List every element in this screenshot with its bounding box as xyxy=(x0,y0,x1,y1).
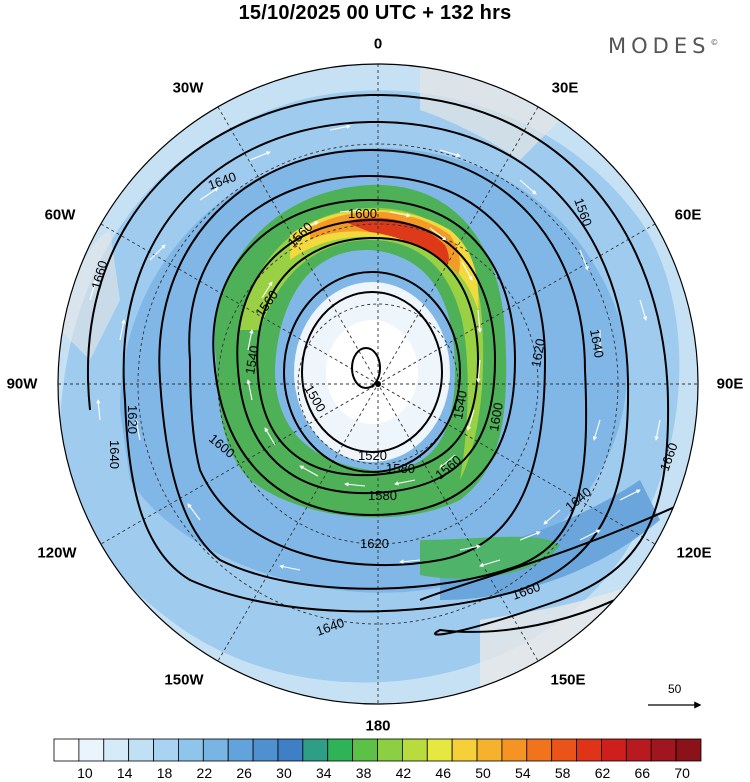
colorbar-swatch xyxy=(103,738,130,762)
colorbar-swatch xyxy=(227,738,254,762)
colorbar-tick-label: 26 xyxy=(236,765,252,781)
lon-label-0: 0 xyxy=(373,35,383,53)
lon-label-30e: 30E xyxy=(551,79,579,97)
colorbar-swatch xyxy=(625,738,652,762)
contour-label: 1660 xyxy=(88,259,110,291)
colorbar-swatch xyxy=(650,738,677,762)
colorbar-tick-label: 54 xyxy=(515,765,531,781)
contour-label: 1620 xyxy=(360,536,389,551)
lon-label-120w: 120W xyxy=(37,544,77,562)
colorbar-swatch xyxy=(352,738,378,762)
contour-label: 1640 xyxy=(107,440,122,469)
colorbar-tick-label: 34 xyxy=(315,765,332,781)
colorbar-swatch xyxy=(675,738,702,762)
contour-label: 1620 xyxy=(125,405,140,434)
colorbar-tick-label: 66 xyxy=(634,765,651,781)
colorbar-tick-label: 30 xyxy=(276,765,292,781)
colorbar-swatch xyxy=(426,738,453,762)
modes-logo: MODES© xyxy=(608,34,719,58)
colorbar-tick-label: 42 xyxy=(395,765,412,781)
lon-label-150e: 150E xyxy=(550,671,586,689)
colorbar-swatch xyxy=(377,738,403,762)
colorbar-tick-label: 18 xyxy=(156,765,173,781)
lon-label-120e: 120E xyxy=(676,544,712,562)
map-boundary xyxy=(57,63,699,705)
contour-label: 1620 xyxy=(528,337,548,368)
colorbar-swatch xyxy=(401,738,428,762)
colorbar-tick-label: 46 xyxy=(435,765,452,781)
colorbar-tick-label: 38 xyxy=(355,765,372,781)
colorbar-swatch xyxy=(327,738,354,762)
reference-vector-label: 50 xyxy=(668,682,682,696)
colorbar-swatch xyxy=(302,738,329,762)
contour-label: 1540 xyxy=(450,389,470,420)
colorbar-swatch xyxy=(78,738,105,762)
map-disk: 1600 1560 1560 1540 1540 1500 1520 1580 … xyxy=(58,64,698,704)
colorbar-swatch xyxy=(476,738,503,762)
contour-label: 1580 xyxy=(368,488,397,503)
colorbar-tick-label: 62 xyxy=(594,765,611,781)
colorbar-tick-label: 70 xyxy=(674,765,690,781)
lon-label-90e: 90E xyxy=(716,375,744,393)
lon-label-30w: 30W xyxy=(172,79,204,97)
contour-label: 1580 xyxy=(386,461,415,476)
colorbar-tick-label: 22 xyxy=(196,765,213,781)
colorbar-swatch xyxy=(526,738,553,762)
colorbar-swatch xyxy=(178,738,204,762)
map-title: 15/10/2025 00 UTC + 132 hrs xyxy=(238,2,512,24)
contour-label: 1520 xyxy=(358,448,387,463)
lon-label-90w: 90W xyxy=(6,375,38,393)
colorbar-swatch xyxy=(252,738,279,762)
wind-vectors xyxy=(89,124,661,571)
lon-label-60w: 60W xyxy=(44,206,76,224)
pole-dot xyxy=(375,381,381,387)
colorbar-tick-label: 50 xyxy=(475,765,491,781)
contour-label: 1540 xyxy=(242,344,262,375)
contour-label: 1640 xyxy=(587,328,607,359)
colorbar-swatch xyxy=(451,738,478,762)
colorbar-swatch xyxy=(501,738,528,762)
colorbar-swatch xyxy=(53,738,80,762)
contour-label: 1600 xyxy=(486,401,506,432)
lon-label-60e: 60E xyxy=(674,206,702,224)
colorbar xyxy=(53,738,702,762)
colorbar-swatch xyxy=(551,738,577,762)
colorbar-tick-label: 58 xyxy=(554,765,571,781)
copyright-mark: © xyxy=(710,38,719,47)
height-contours xyxy=(87,93,691,636)
lon-label-150w: 150W xyxy=(164,671,204,689)
colorbar-tick-label: 10 xyxy=(77,765,93,781)
colorbar-swatch xyxy=(128,738,154,762)
colorbar-tick-label: 14 xyxy=(116,765,133,781)
lon-label-180: 180 xyxy=(365,717,391,735)
colorbar-swatch xyxy=(277,738,304,762)
contour-label: 1600 xyxy=(348,206,377,221)
colorbar-swatch xyxy=(601,738,627,762)
colorbar-swatch xyxy=(153,738,179,762)
colorbar-swatch xyxy=(202,738,229,762)
colorbar-swatch xyxy=(576,738,602,762)
